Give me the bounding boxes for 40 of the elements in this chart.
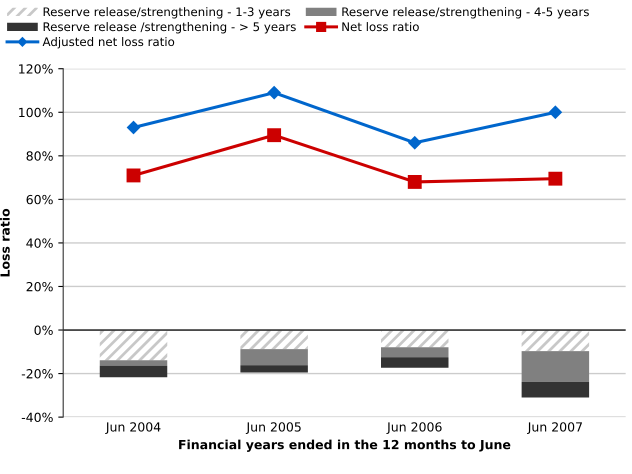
bar xyxy=(522,382,590,398)
bar xyxy=(240,330,308,350)
bar xyxy=(381,357,448,368)
y-axis-title: Loss ratio xyxy=(0,208,10,276)
bar xyxy=(240,365,308,372)
point xyxy=(126,120,140,134)
bar xyxy=(381,330,448,348)
point xyxy=(268,86,281,100)
legend-label: Reserve release /strengthening - > 5 years xyxy=(44,22,296,34)
y-tick-label: 120% xyxy=(19,64,53,74)
point xyxy=(408,136,422,150)
y-tick-label: 80% xyxy=(26,151,53,161)
x-tick-label: Jun 2006 xyxy=(386,422,442,434)
bar xyxy=(100,360,168,366)
bar xyxy=(522,351,590,382)
x-tick-label: Jun 2007 xyxy=(527,422,582,434)
legend-label: Reserve release/strengthening - 1-3 years xyxy=(44,7,290,19)
bar xyxy=(522,330,590,352)
bar xyxy=(100,366,168,378)
x-tick-label: Jun 2004 xyxy=(105,422,160,434)
y-tick-label: 100% xyxy=(19,108,53,118)
y-tick-label: 20% xyxy=(26,282,53,292)
y-tick-label: 40% xyxy=(26,238,53,248)
bar xyxy=(100,330,168,360)
bar xyxy=(240,349,308,366)
legend-label: Net loss ratio xyxy=(342,22,419,32)
point xyxy=(267,128,282,142)
point xyxy=(126,168,140,182)
y-tick-label: -20% xyxy=(22,369,53,378)
bar xyxy=(381,347,448,358)
y-tick-label: 60% xyxy=(26,194,53,204)
point xyxy=(408,175,422,189)
legend-label: Adjusted net loss ratio xyxy=(42,37,174,48)
point xyxy=(548,172,562,186)
x-tick-label: Jun 2005 xyxy=(246,422,301,434)
legend-label: Reserve release/strengthening - 4-5 years xyxy=(342,7,589,19)
y-tick-label: 0% xyxy=(34,325,53,335)
x-axis-title: Financial years ended in the 12 months to June xyxy=(179,440,510,452)
y-tick-label: -40% xyxy=(22,412,53,422)
point xyxy=(548,106,562,119)
